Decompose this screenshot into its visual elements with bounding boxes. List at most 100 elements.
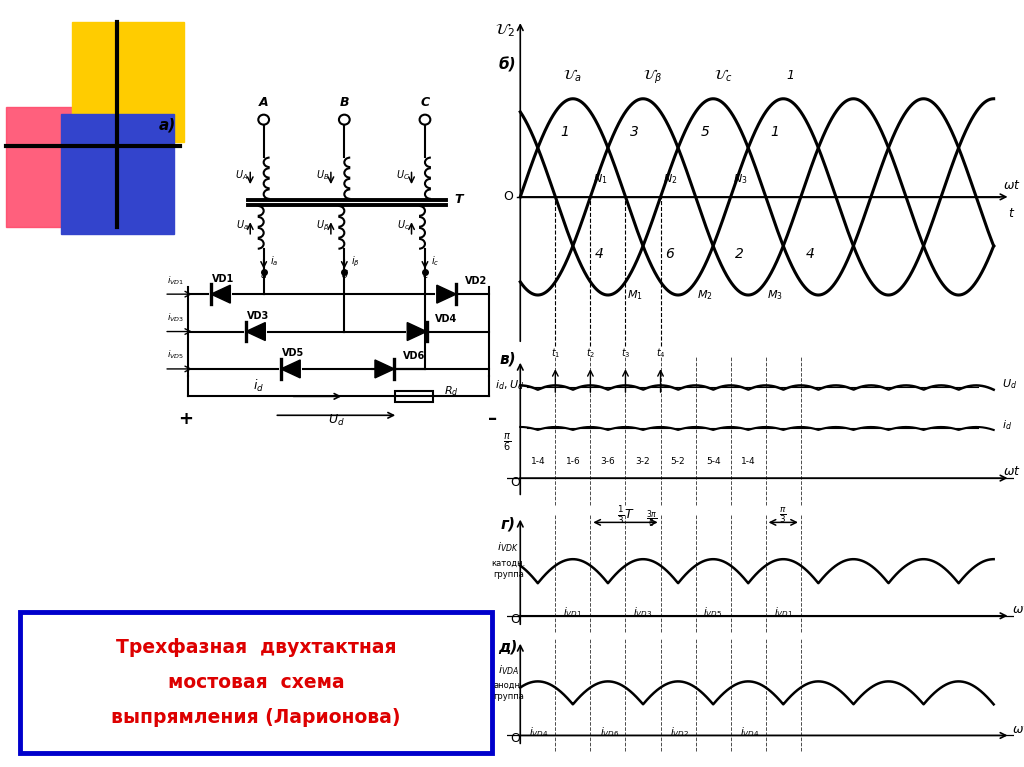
Text: в): в): [500, 351, 516, 366]
Text: $i_{VD4}$: $i_{VD4}$: [529, 725, 549, 739]
Text: а): а): [159, 117, 175, 132]
Text: $i_{VD5}$: $i_{VD5}$: [167, 349, 184, 361]
Text: $i_d$: $i_d$: [253, 378, 264, 394]
Text: 2: 2: [735, 247, 744, 261]
Text: $\mathcal{U}_β$: $\mathcal{U}_β$: [643, 67, 663, 86]
Text: анодн.: анодн.: [494, 681, 523, 690]
Polygon shape: [281, 360, 300, 378]
Text: $U_A$: $U_A$: [236, 169, 249, 183]
Text: $i_{VDK}$: $i_{VDK}$: [498, 541, 519, 555]
Text: $U_d$: $U_d$: [1002, 377, 1017, 391]
Text: –: –: [487, 410, 497, 428]
Text: $t$: $t$: [1009, 206, 1016, 219]
Text: O: O: [510, 476, 520, 489]
Text: VD1: VD1: [212, 274, 234, 284]
Text: VD3: VD3: [247, 311, 269, 321]
Text: C: C: [421, 96, 429, 109]
Text: $i_d$: $i_d$: [1002, 419, 1012, 433]
Text: 3-6: 3-6: [600, 457, 615, 466]
Text: $i_{VD6}$: $i_{VD6}$: [600, 725, 620, 739]
Polygon shape: [211, 285, 230, 303]
Text: $t_2$: $t_2$: [586, 346, 595, 360]
Text: $\omega t$: $\omega t$: [1012, 603, 1024, 616]
Text: $U_C$: $U_C$: [396, 169, 410, 183]
Text: 4: 4: [806, 247, 814, 261]
Text: катодн.: катодн.: [492, 559, 525, 568]
Text: $U_B$: $U_B$: [316, 169, 330, 183]
Text: 1-6: 1-6: [565, 457, 581, 466]
Text: 3: 3: [630, 125, 639, 139]
Text: O: O: [510, 613, 520, 626]
Text: 5: 5: [700, 125, 710, 139]
Text: O: O: [510, 732, 520, 745]
Text: $\omega t$: $\omega t$: [1012, 723, 1024, 736]
Bar: [72, 22, 184, 142]
Text: $M_1$: $M_1$: [627, 288, 643, 301]
Text: $\frac{1}{3}T$: $\frac{1}{3}T$: [616, 504, 634, 525]
Text: $N_3$: $N_3$: [733, 172, 748, 186]
Text: б: б: [341, 270, 347, 280]
Text: группа: группа: [493, 692, 523, 701]
Polygon shape: [408, 323, 427, 341]
Text: $\frac{3\pi}{6}$: $\frac{3\pi}{6}$: [645, 509, 657, 530]
Text: 1-4: 1-4: [530, 457, 545, 466]
Bar: [6, 107, 119, 227]
Text: $N_1$: $N_1$: [593, 172, 607, 186]
Text: 1-4: 1-4: [741, 457, 756, 466]
Text: $R_d$: $R_d$: [443, 384, 459, 397]
Text: г): г): [501, 516, 516, 531]
Text: $i_{VD3}$: $i_{VD3}$: [633, 605, 652, 619]
Text: $i_c$: $i_c$: [431, 254, 439, 268]
Text: 5-4: 5-4: [706, 457, 721, 466]
Text: $i_{VD5}$: $i_{VD5}$: [703, 605, 723, 619]
Text: $\mathcal{U}_c$: $\mathcal{U}_c$: [714, 67, 732, 84]
Text: $i_d,U_d$: $i_d,U_d$: [495, 379, 524, 393]
Text: 4: 4: [595, 247, 604, 261]
Text: VD4: VD4: [435, 314, 458, 324]
Text: $N_2$: $N_2$: [664, 172, 678, 186]
Text: $i_{VD1}$: $i_{VD1}$: [773, 605, 793, 619]
Text: VD2: VD2: [465, 276, 487, 286]
Text: $U_a$: $U_a$: [236, 219, 249, 232]
Text: a: a: [261, 270, 266, 280]
Polygon shape: [375, 360, 394, 378]
Text: $M_3$: $M_3$: [767, 288, 783, 301]
Text: $\frac{\pi}{3}$: $\frac{\pi}{3}$: [779, 506, 787, 525]
Text: $i_a$: $i_a$: [270, 254, 279, 268]
Text: $t_3$: $t_3$: [621, 346, 630, 360]
Text: $i_{VD4}$: $i_{VD4}$: [739, 725, 760, 739]
Text: T: T: [455, 193, 463, 206]
Text: $i_{VD1}$: $i_{VD1}$: [563, 605, 583, 619]
Text: $\frac{\pi}{6}$: $\frac{\pi}{6}$: [504, 432, 512, 453]
Text: $i_{VD2}$: $i_{VD2}$: [670, 725, 689, 739]
Text: $t_1$: $t_1$: [551, 346, 560, 360]
Text: 3-2: 3-2: [636, 457, 650, 466]
Text: $\mathcal{U}_a$: $\mathcal{U}_a$: [563, 67, 583, 84]
Text: B: B: [340, 96, 349, 109]
Bar: [395, 391, 433, 402]
Text: $U_β$: $U_β$: [316, 219, 330, 233]
Text: 5-2: 5-2: [671, 457, 685, 466]
Text: Трехфазная  двухтактная: Трехфазная двухтактная: [116, 638, 396, 657]
Bar: [61, 114, 174, 234]
Text: $i_{VD1}$: $i_{VD1}$: [167, 274, 184, 287]
Text: $U_c$: $U_c$: [397, 219, 410, 232]
Text: выпрямления (Ларионова): выпрямления (Ларионова): [112, 709, 400, 727]
Text: VD5: VD5: [283, 348, 304, 358]
Text: +: +: [178, 410, 194, 428]
Text: $M_2$: $M_2$: [697, 288, 713, 301]
Text: 6: 6: [666, 247, 674, 261]
Text: 1: 1: [786, 69, 794, 82]
Text: группа: группа: [493, 571, 523, 579]
Text: $i_{VD3}$: $i_{VD3}$: [167, 311, 184, 324]
Text: A: A: [259, 96, 268, 109]
Text: $i_β$: $i_β$: [351, 255, 359, 269]
Text: $\omega t$: $\omega t$: [1004, 465, 1021, 478]
Text: $\mathcal{U}_2$: $\mathcal{U}_2$: [495, 21, 515, 39]
Text: $t_4$: $t_4$: [655, 346, 666, 360]
Text: д): д): [499, 640, 518, 655]
Text: 1: 1: [770, 125, 779, 139]
Text: б): б): [499, 57, 516, 72]
Polygon shape: [437, 285, 456, 303]
Text: 1: 1: [560, 125, 569, 139]
